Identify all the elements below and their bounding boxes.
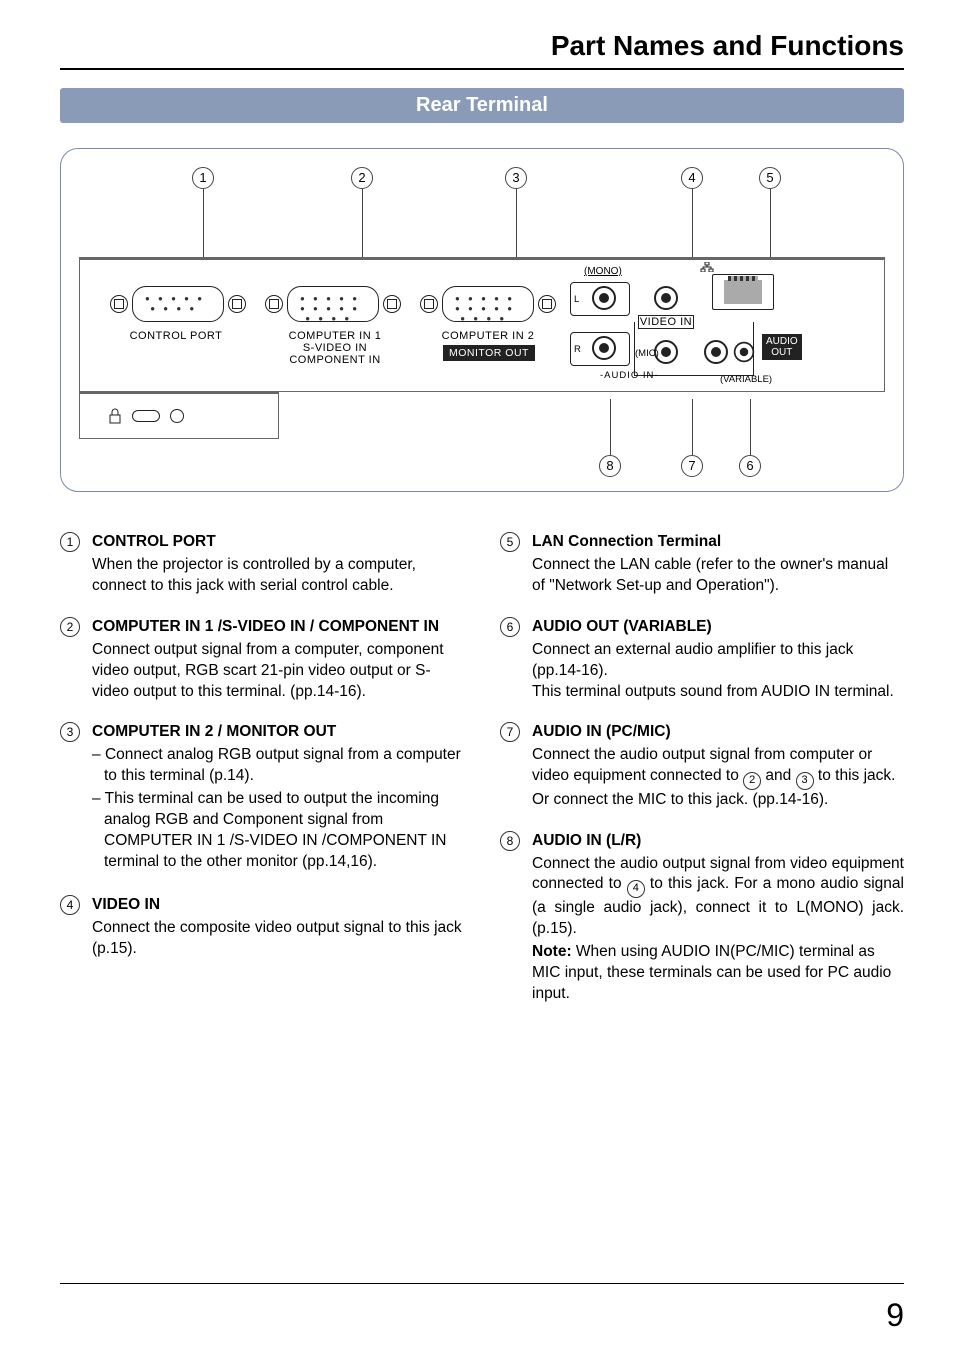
item-8-note: Note: When using AUDIO IN(PC/MIC) termin…: [532, 942, 904, 1005]
computer-in-1: ● ● ● ● ●● ● ● ● ● ● ● ● ●: [265, 286, 401, 322]
audio-out-ring: [704, 340, 728, 364]
rear-terminal-diagram: 1 2 3 4 5 ● ● ● ● ● ● ● ● ● CONTROL PORT ● ●…: [60, 148, 904, 492]
callout-6: 6: [739, 455, 761, 477]
variable-label: (VARIABLE): [720, 374, 772, 385]
mic-label: (MIC): [635, 348, 659, 359]
item-2-desc: Connect output signal from a computer, c…: [92, 640, 464, 703]
item-6-title: AUDIO OUT (VARIABLE): [532, 617, 904, 638]
lock-icon: [108, 408, 122, 424]
control-port: ● ● ● ● ● ● ● ● ●: [110, 286, 246, 322]
lan-icon: [700, 262, 714, 272]
ref-circle-2: 2: [743, 772, 761, 790]
item-num-2: 2: [60, 617, 80, 637]
item-7: 7 AUDIO IN (PC/MIC) Connect the audio ou…: [500, 722, 904, 810]
footer-rule: [60, 1283, 904, 1284]
mono-label: (MONO): [584, 266, 622, 277]
item-2-title: COMPUTER IN 1 /S-VIDEO IN / COMPONENT IN: [92, 617, 464, 638]
item-5-desc: Connect the LAN cable (refer to the owne…: [532, 555, 904, 597]
audio-in-label: AUDIO IN: [604, 370, 654, 381]
callout-8: 8: [599, 455, 621, 477]
callout-4: 4: [681, 167, 703, 189]
item-num-5: 5: [500, 532, 520, 552]
terminal-panel: ● ● ● ● ● ● ● ● ● CONTROL PORT ● ● ● ● ●…: [79, 257, 885, 392]
item-num-8: 8: [500, 831, 520, 851]
audio-in-l: [592, 286, 616, 310]
callout-line: [362, 189, 363, 257]
item-num-7: 7: [500, 722, 520, 742]
item-5: 5 LAN Connection Terminal Connect the LA…: [500, 532, 904, 597]
item-8: 8 AUDIO IN (L/R) Connect the audio outpu…: [500, 831, 904, 1005]
item-num-3: 3: [60, 722, 80, 742]
computer-in-2-label: COMPUTER IN 2: [438, 330, 538, 342]
monitor-out-label: MONITOR OUT: [443, 345, 535, 361]
item-7-desc: Connect the audio output signal from com…: [532, 745, 904, 810]
ref-circle-4: 4: [627, 880, 645, 898]
item-4-title: VIDEO IN: [92, 895, 464, 916]
callout-line: [692, 189, 693, 257]
control-port-label: CONTROL PORT: [126, 330, 226, 342]
callout-line: [610, 399, 611, 455]
audio-in-r: [592, 336, 616, 360]
item-8-title: AUDIO IN (L/R): [532, 831, 904, 852]
item-1-desc: When the projector is controlled by a co…: [92, 555, 464, 597]
computer-in-1-label: COMPUTER IN 1 S-VIDEO IN COMPONENT IN: [275, 330, 395, 366]
l-label: L: [574, 294, 579, 305]
sub-banner: Rear Terminal: [60, 88, 904, 123]
lan-port: [712, 274, 774, 310]
item-1-title: CONTROL PORT: [92, 532, 464, 553]
item-6: 6 AUDIO OUT (VARIABLE) Connect an extern…: [500, 617, 904, 703]
item-4: 4 VIDEO IN Connect the composite video o…: [60, 895, 464, 960]
item-num-4: 4: [60, 895, 80, 915]
computer-in-2: ● ● ● ● ●● ● ● ● ● ● ● ● ●: [420, 286, 556, 322]
item-6-desc: Connect an external audio amplifier to t…: [532, 640, 904, 703]
item-2: 2 COMPUTER IN 1 /S-VIDEO IN / COMPONENT …: [60, 617, 464, 703]
small-hole-icon: [170, 409, 184, 423]
callout-line: [203, 189, 204, 257]
callout-line: [750, 399, 751, 455]
section-title: Part Names and Functions: [60, 30, 904, 70]
callout-line: [770, 189, 771, 257]
callout-3: 3: [505, 167, 527, 189]
item-num-1: 1: [60, 532, 80, 552]
page-number: 9: [886, 1297, 904, 1334]
item-3: 3 COMPUTER IN 2 / MONITOR OUT Connect an…: [60, 722, 464, 874]
callout-line: [516, 189, 517, 257]
item-3-title: COMPUTER IN 2 / MONITOR OUT: [92, 722, 464, 743]
callout-line: [692, 399, 693, 455]
callout-2: 2: [351, 167, 373, 189]
r-label: R: [574, 344, 581, 355]
item-num-6: 6: [500, 617, 520, 637]
audio-out-jack: [734, 342, 754, 362]
item-1: 1 CONTROL PORT When the projector is con…: [60, 532, 464, 597]
item-3-desc: Connect analog RGB output signal from a …: [92, 745, 464, 873]
video-in-jack: [654, 286, 678, 310]
callout-5: 5: [759, 167, 781, 189]
callout-1: 1: [192, 167, 214, 189]
description-columns: 1 CONTROL PORT When the projector is con…: [60, 532, 904, 1025]
video-in-label: VIDEO IN: [638, 315, 694, 329]
callout-7: 7: [681, 455, 703, 477]
item-5-title: LAN Connection Terminal: [532, 532, 904, 553]
item-7-title: AUDIO IN (PC/MIC): [532, 722, 904, 743]
slot-icon: [132, 410, 160, 422]
lower-panel: [79, 391, 279, 439]
item-3-bullet-2: This terminal can be used to output the …: [92, 789, 464, 873]
item-4-desc: Connect the composite video output signa…: [92, 918, 464, 960]
item-8-desc: Connect the audio output signal from vid…: [532, 854, 904, 940]
audio-out-label: AUDIO OUT: [762, 334, 802, 360]
ref-circle-3: 3: [796, 772, 814, 790]
item-3-bullet-1: Connect analog RGB output signal from a …: [92, 745, 464, 787]
